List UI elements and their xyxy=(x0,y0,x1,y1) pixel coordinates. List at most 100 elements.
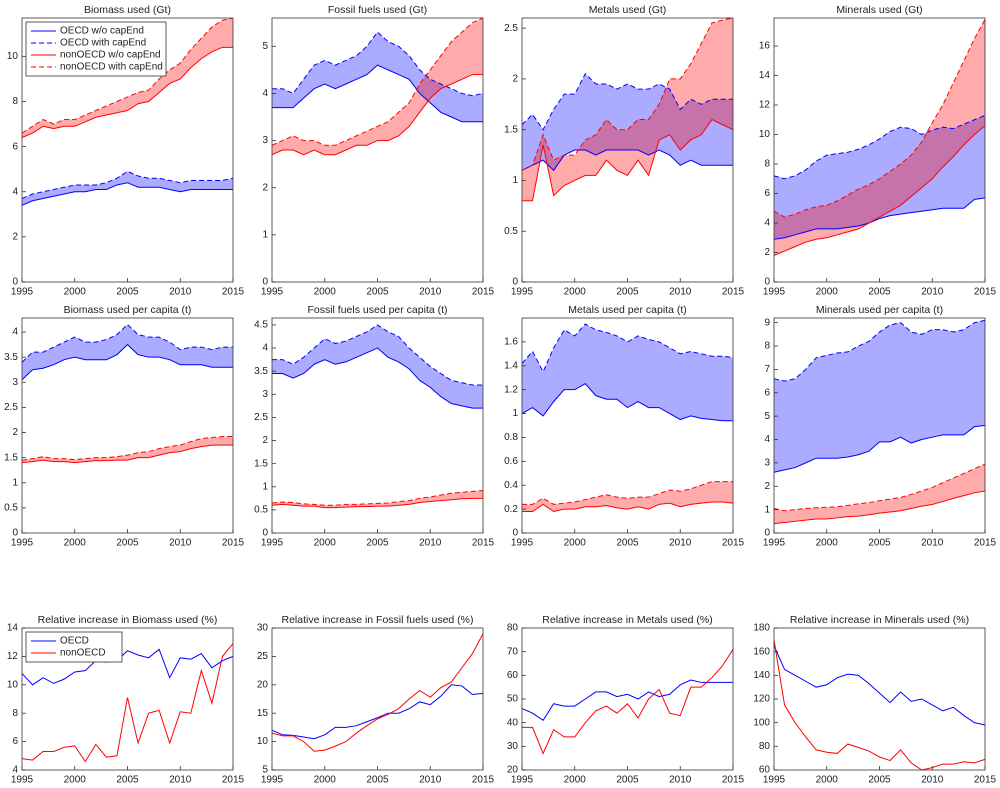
y-tick-label: 25 xyxy=(257,651,269,662)
y-tick-label: 4 xyxy=(764,434,770,445)
x-tick-label: 2010 xyxy=(669,775,692,786)
y-tick-label: 4 xyxy=(12,327,18,338)
plot-area xyxy=(272,324,483,509)
x-tick-label: 2010 xyxy=(419,287,442,298)
y-tick-label: 120 xyxy=(753,694,770,705)
y-tick-label: 0.5 xyxy=(254,505,268,516)
x-tick-label: 2010 xyxy=(419,775,442,786)
series-line xyxy=(22,46,233,139)
series-line xyxy=(522,18,733,171)
y-tick-label: 1 xyxy=(12,477,18,488)
axes-frame xyxy=(521,627,734,771)
y-tick-label: 2.5 xyxy=(504,23,518,34)
panel-title: Minerals used (Gt) xyxy=(836,4,922,16)
x-tick-label: 2010 xyxy=(669,287,692,298)
band-fill xyxy=(272,18,483,155)
panel: Fossil fuels used (Gt) 0 1 2 3 4 5 1995 2000 2005… xyxy=(261,4,495,298)
x-tick-label: 1995 xyxy=(261,775,284,786)
y-tick-label: 4 xyxy=(12,186,18,197)
y-tick-label: 3 xyxy=(262,389,268,400)
plot-area xyxy=(774,19,985,256)
y-tick-label: 3.5 xyxy=(4,352,18,363)
series-line xyxy=(272,489,483,506)
band-fill xyxy=(272,32,483,122)
series-line xyxy=(22,436,233,461)
band-fill xyxy=(774,115,985,240)
series-line xyxy=(774,645,985,726)
series-line xyxy=(272,31,483,97)
band-fill xyxy=(522,73,733,171)
panel: Minerals used (Gt) 0 2 4 6 8 10 12 14 16 1995 2000 2… xyxy=(759,4,997,298)
x-tick-label: 2000 xyxy=(564,775,587,786)
plot-area xyxy=(774,319,985,525)
y-tick-label: 6 xyxy=(12,141,18,152)
y-tick-label: 7 xyxy=(764,364,770,375)
plot-area xyxy=(22,18,233,206)
series-line xyxy=(272,347,483,409)
series-line xyxy=(774,490,985,525)
legend-label: OECD xyxy=(60,636,89,647)
panel-title: Relative increase in Minerals used (%) xyxy=(790,614,969,626)
y-tick-label: 10 xyxy=(7,679,19,690)
y-tick-label: 70 xyxy=(507,646,519,657)
band-fill xyxy=(774,320,985,473)
x-tick-label: 2015 xyxy=(974,538,997,549)
x-tick-label: 2005 xyxy=(616,287,639,298)
panel-title: Biomass used per capita (t) xyxy=(64,304,192,316)
axes-frame xyxy=(773,627,986,771)
panel-title: Relative increase in Metals used (%) xyxy=(542,614,712,626)
y-tick-label: 180 xyxy=(753,623,770,634)
y-tick-label: 160 xyxy=(753,646,770,657)
series-line xyxy=(522,323,733,373)
legend-label: nonOECD xyxy=(60,648,106,659)
series-line xyxy=(272,497,483,509)
x-tick-label: 2015 xyxy=(472,775,495,786)
y-tick-label: 15 xyxy=(257,708,269,719)
series-line xyxy=(774,125,985,256)
series-line xyxy=(774,19,985,218)
x-tick-label: 2015 xyxy=(722,775,745,786)
legend-label: OECD w/o capEnd xyxy=(60,26,144,37)
y-tick-label: 60 xyxy=(507,670,519,681)
series-line xyxy=(774,114,985,180)
y-tick-label: 10 xyxy=(759,129,771,140)
x-tick-label: 2000 xyxy=(816,538,839,549)
x-tick-label: 2010 xyxy=(169,775,192,786)
legend-label: nonOECD w/o capEnd xyxy=(60,50,161,61)
plot-area xyxy=(272,18,483,156)
panel: Relative increase in Metals used (%) 20 30… xyxy=(507,614,745,786)
y-tick-label: 5 xyxy=(262,765,268,776)
series-line xyxy=(774,197,985,240)
x-tick-label: 2005 xyxy=(366,775,389,786)
x-tick-label: 1995 xyxy=(11,538,34,549)
y-tick-label: 0 xyxy=(512,528,518,539)
y-tick-label: 1.2 xyxy=(504,384,518,395)
panel: Metals used per capita (t) 0 0.2 0.4 0.6 0.8 1… xyxy=(504,304,744,549)
y-tick-label: 3 xyxy=(12,377,18,388)
y-tick-label: 0.2 xyxy=(504,504,518,515)
band-fill xyxy=(774,464,985,524)
y-tick-label: 0 xyxy=(262,277,268,288)
plot-area xyxy=(522,323,733,513)
series-line xyxy=(22,170,233,199)
series-line xyxy=(522,149,733,172)
y-tick-label: 2 xyxy=(262,435,268,446)
y-tick-label: 8 xyxy=(764,159,770,170)
panel-title: Biomass used (Gt) xyxy=(84,4,171,16)
panel: Biomass used (Gt) 0 2 4 6 8 10 1995 2000 2005 2010… xyxy=(7,4,245,298)
x-tick-label: 2000 xyxy=(64,538,87,549)
y-tick-label: 3 xyxy=(764,458,770,469)
y-tick-label: 3 xyxy=(262,135,268,146)
series-line xyxy=(522,649,733,755)
plot-area xyxy=(522,18,733,202)
plot-area xyxy=(774,639,985,770)
y-tick-label: 8 xyxy=(12,96,18,107)
y-tick-label: 0.8 xyxy=(504,432,518,443)
legend-label: OECD with capEnd xyxy=(60,38,146,49)
x-tick-label: 2000 xyxy=(64,775,87,786)
band-fill xyxy=(522,18,733,201)
y-tick-label: 0 xyxy=(262,528,268,539)
x-tick-label: 2015 xyxy=(722,538,745,549)
panel: Relative increase in Fossil fuels used (… xyxy=(257,614,495,786)
panel-title: Fossil fuels used per capita (t) xyxy=(307,304,447,316)
